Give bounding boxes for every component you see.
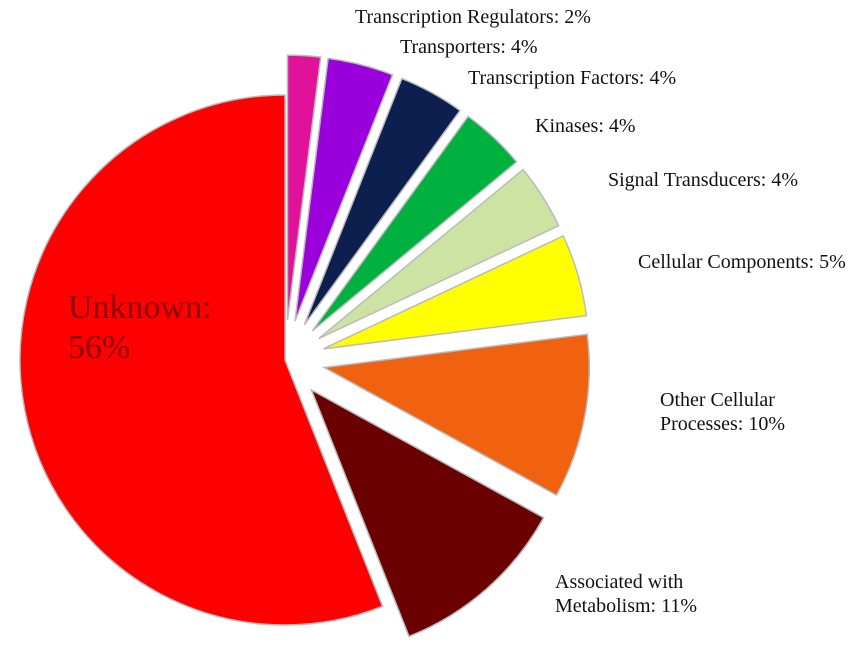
slice-label: Unknown: 56%	[68, 289, 212, 366]
slice-label: Cellular Components: 5%	[638, 251, 846, 273]
pie-slice	[303, 77, 462, 326]
slice-label: Associated with Metabolism: 11%	[555, 571, 698, 617]
slice-label: Other Cellular Processes: 10%	[660, 389, 785, 435]
slice-label: Signal Transducers: 4%	[608, 169, 798, 191]
slice-label: Transcription Factors: 4%	[468, 67, 677, 89]
pie-slice	[309, 388, 545, 638]
pie-slice	[286, 54, 322, 321]
slice-label: Transcription Regulators: 2%	[355, 6, 591, 28]
pie-slice	[19, 94, 384, 626]
pie-slice	[294, 57, 394, 322]
slice-label: Transporters: 4%	[400, 36, 538, 58]
pie-slice	[323, 235, 588, 350]
pie-slice	[318, 168, 560, 340]
pie-slice	[321, 333, 590, 497]
pie-slice	[311, 115, 518, 332]
slice-label: Kinases: 4%	[535, 115, 636, 137]
